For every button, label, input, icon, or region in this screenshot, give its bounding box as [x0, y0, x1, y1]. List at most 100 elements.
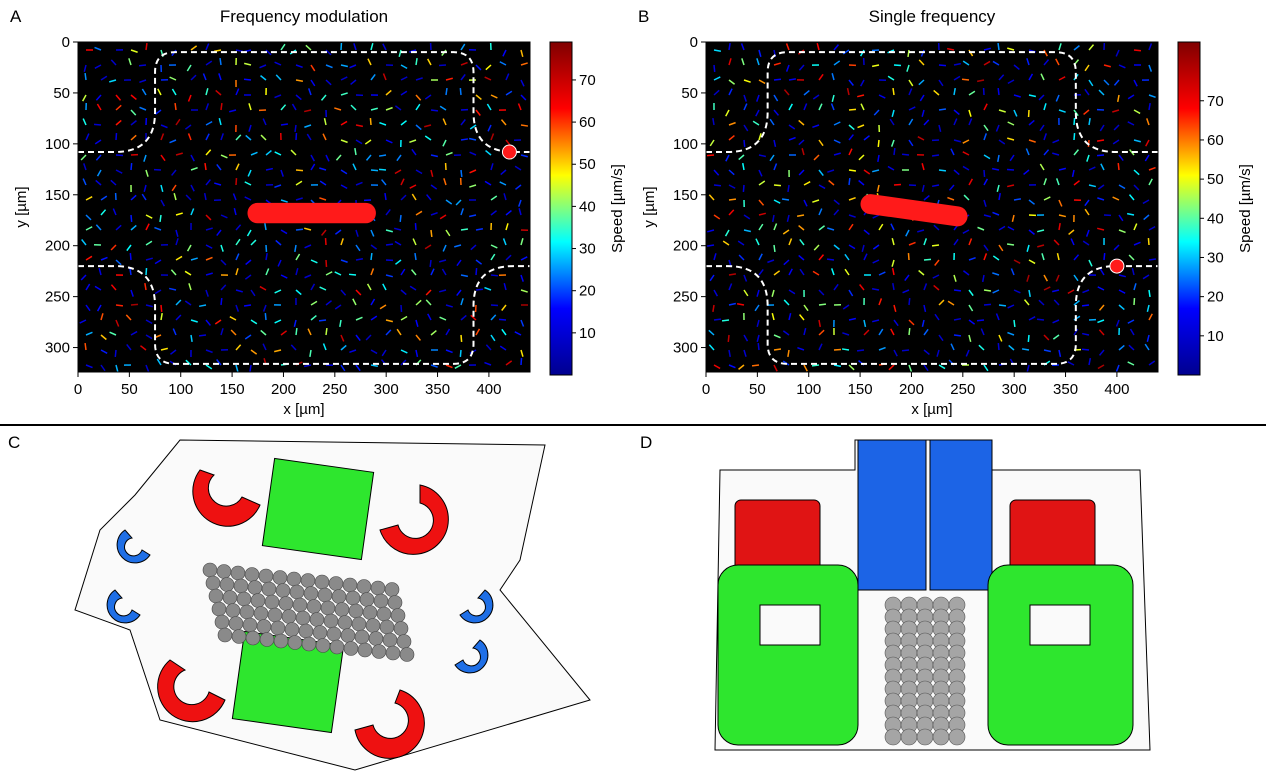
x-axis-label: x [µm]: [283, 401, 324, 418]
sphere: [206, 576, 220, 590]
flow-arrow: [1037, 319, 1044, 320]
colorbar-label: Speed [µm/s]: [1237, 164, 1254, 253]
flow-arrow: [954, 290, 961, 291]
flow-arrow: [161, 305, 162, 312]
flow-arrow: [1097, 155, 1104, 156]
sphere: [385, 583, 399, 597]
illustration-d: [715, 440, 1150, 750]
green-arrow: [988, 565, 1133, 745]
flow-arrow: [962, 79, 969, 80]
sphere: [296, 611, 310, 625]
flow-arrow: [460, 350, 461, 357]
sphere: [218, 628, 232, 642]
colorbar-tick-label: 30: [579, 241, 596, 258]
flow-arrow: [131, 215, 132, 222]
flow-arrow: [819, 304, 826, 305]
panel-label: C: [8, 433, 20, 452]
flow-arrow: [401, 305, 402, 312]
flow-arrow: [872, 50, 879, 51]
flow-arrow: [139, 65, 146, 66]
flow-arrow: [281, 124, 288, 125]
sphere: [372, 645, 386, 659]
panel-label: A: [10, 7, 22, 26]
green-arrow: [718, 565, 858, 745]
x-tick-label: 150: [220, 381, 245, 398]
flow-arrow: [1149, 290, 1150, 297]
flow-arrow: [491, 275, 498, 276]
flow-arrow: [842, 349, 849, 350]
sphere: [933, 729, 949, 745]
flow-arrow: [924, 259, 931, 260]
y-tick-label: 0: [62, 34, 70, 51]
flow-arrow: [894, 148, 895, 155]
flow-arrow: [371, 253, 372, 260]
flow-arrow: [743, 185, 744, 192]
flow-arrow: [476, 268, 477, 275]
y-tick-label: 50: [681, 85, 698, 102]
flow-arrow: [908, 253, 909, 260]
x-tick-label: 0: [74, 381, 82, 398]
flow-arrow: [932, 155, 939, 156]
flow-arrow: [370, 118, 371, 125]
flow-arrow: [431, 230, 432, 237]
flow-arrow: [1097, 140, 1104, 141]
flow-arrow: [1007, 244, 1014, 245]
flow-arrow: [878, 140, 879, 147]
colorbar-tick-label: 60: [579, 114, 596, 131]
flow-arrow: [893, 88, 894, 95]
flow-arrow: [714, 65, 715, 72]
flow-arrow: [932, 245, 939, 246]
flow-arrow: [461, 170, 462, 177]
flow-arrow: [371, 170, 378, 171]
flow-arrow: [909, 298, 910, 305]
y-tick-label: 100: [673, 136, 698, 153]
flow-arrow: [782, 199, 789, 200]
flow-arrow: [849, 178, 850, 185]
sphere: [344, 642, 358, 656]
flow-arrow: [894, 65, 901, 66]
flow-arrow: [205, 163, 206, 170]
x-tick-label: 350: [425, 381, 450, 398]
sphere: [248, 581, 262, 595]
flow-arrow: [752, 365, 759, 366]
sphere: [282, 610, 296, 624]
flow-arrow: [1082, 305, 1089, 306]
green-arrow-gap: [1030, 605, 1090, 645]
sphere: [386, 646, 400, 660]
sphere: [355, 630, 369, 644]
flow-arrow: [476, 289, 483, 290]
x-tick-label: 300: [1002, 381, 1027, 398]
flow-arrow: [849, 109, 856, 110]
flow-arrow: [221, 298, 222, 305]
sphere: [273, 571, 287, 585]
flow-arrow: [744, 140, 745, 147]
sphere: [329, 577, 343, 591]
flow-arrow: [939, 65, 946, 66]
flow-arrow: [1148, 238, 1149, 245]
flow-arrow: [909, 328, 910, 335]
sphere: [357, 580, 371, 594]
colorbar: [550, 42, 572, 375]
flow-arrow: [379, 169, 386, 170]
colorbar-tick-label: 40: [579, 198, 596, 215]
flow-arrow: [160, 215, 161, 222]
sphere: [885, 729, 901, 745]
flow-arrow: [1014, 320, 1015, 327]
sphere: [254, 607, 268, 621]
y-tick-label: 0: [690, 34, 698, 51]
sphere: [369, 632, 383, 646]
sphere: [349, 604, 363, 618]
flow-arrow: [296, 170, 303, 171]
colorbar-tick-label: 40: [1207, 210, 1224, 227]
sphere: [231, 566, 245, 580]
sphere: [330, 640, 344, 654]
colorbar-tick-label: 70: [579, 72, 596, 89]
flow-arrow: [774, 349, 781, 350]
flow-arrow: [461, 335, 462, 342]
sphere: [215, 615, 229, 629]
colorbar-tick-label: 20: [579, 283, 596, 300]
sphere: [391, 609, 405, 623]
flow-arrow: [1007, 169, 1014, 170]
flow-arrow: [1134, 50, 1141, 51]
